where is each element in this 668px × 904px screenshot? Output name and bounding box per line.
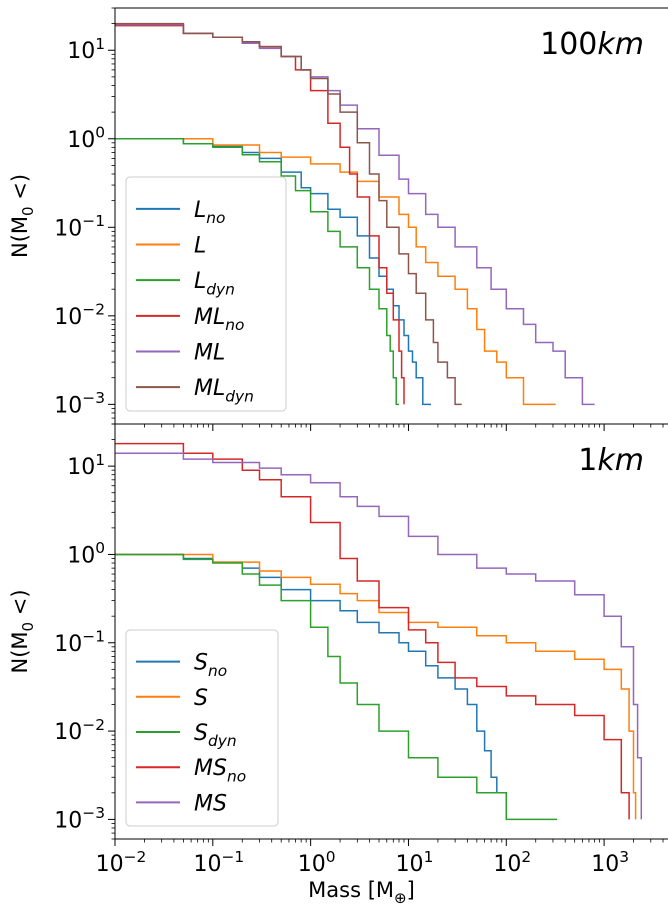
top-panel: 101 100 10−1 10−2 10−3 N(M0 <) 100km Lno L Ldyn ML… [8,7,668,431]
panel-label: 1km [578,443,644,478]
legend-label: Sno [194,651,227,680]
series-group [115,22,595,406]
legend-label: Lno [194,198,225,227]
series-line-ml-dyn [115,22,462,406]
series-line-l [115,138,556,406]
y-tick-label: 10−2 [54,716,105,745]
legend-label: Sdyn [194,721,237,750]
bottom-panel: 101 100 10−1 10−2 10−3 10−2 10−1 100 101 102 103 N(… [8,423,668,904]
legend: Sno S Sdyn MSno MS [125,629,279,827]
legend-label: L [194,234,206,259]
x-tick-label: 101 [396,848,434,877]
series-line-s [115,553,637,820]
y-tick-label: 10−1 [54,212,105,241]
y-tick-label: 101 [67,35,105,64]
x-tick-label: 10−1 [193,848,244,877]
series-line-l-dyn [115,138,399,406]
y-tick-label: 100 [67,124,105,153]
legend-label: MLdyn [194,376,254,405]
y-tick-label: 10−3 [54,389,105,418]
y-axis-label: N(M0 <) [8,589,37,673]
legend-label: ML [194,341,225,366]
x-tick-label: 100 [298,848,336,877]
legend-label: MSno [194,756,246,785]
series-line-s-dyn [115,553,557,821]
series-line-ml [115,23,595,406]
series-line-ms [115,452,643,820]
legend: Lno L Ldyn MLno ML MLdyn [125,176,287,412]
y-tick-label: 10−3 [54,804,105,833]
x-tick-label: 10−2 [96,848,147,877]
series-group [115,442,643,821]
x-tick-label: 103 [591,848,629,877]
legend-label: MLno [194,305,244,334]
y-tick-label: 10−1 [54,628,105,657]
y-tick-label: 101 [67,451,105,480]
x-tick-label: 102 [493,848,531,877]
legend-label: Ldyn [194,269,235,298]
y-tick-label: 100 [67,539,105,568]
x-axis-label: Mass [M⊕] [308,878,415,904]
legend-label: S [194,686,208,711]
series-line-s-no [115,553,508,820]
panel-label: 100km [540,27,644,62]
series-line-l-no [115,138,431,406]
legend-box [125,629,279,827]
legend-label: MS [194,791,227,816]
series-line-ms-no [115,442,630,820]
y-tick-label: 10−2 [54,301,105,330]
y-axis-label: N(M0 <) [8,174,37,258]
